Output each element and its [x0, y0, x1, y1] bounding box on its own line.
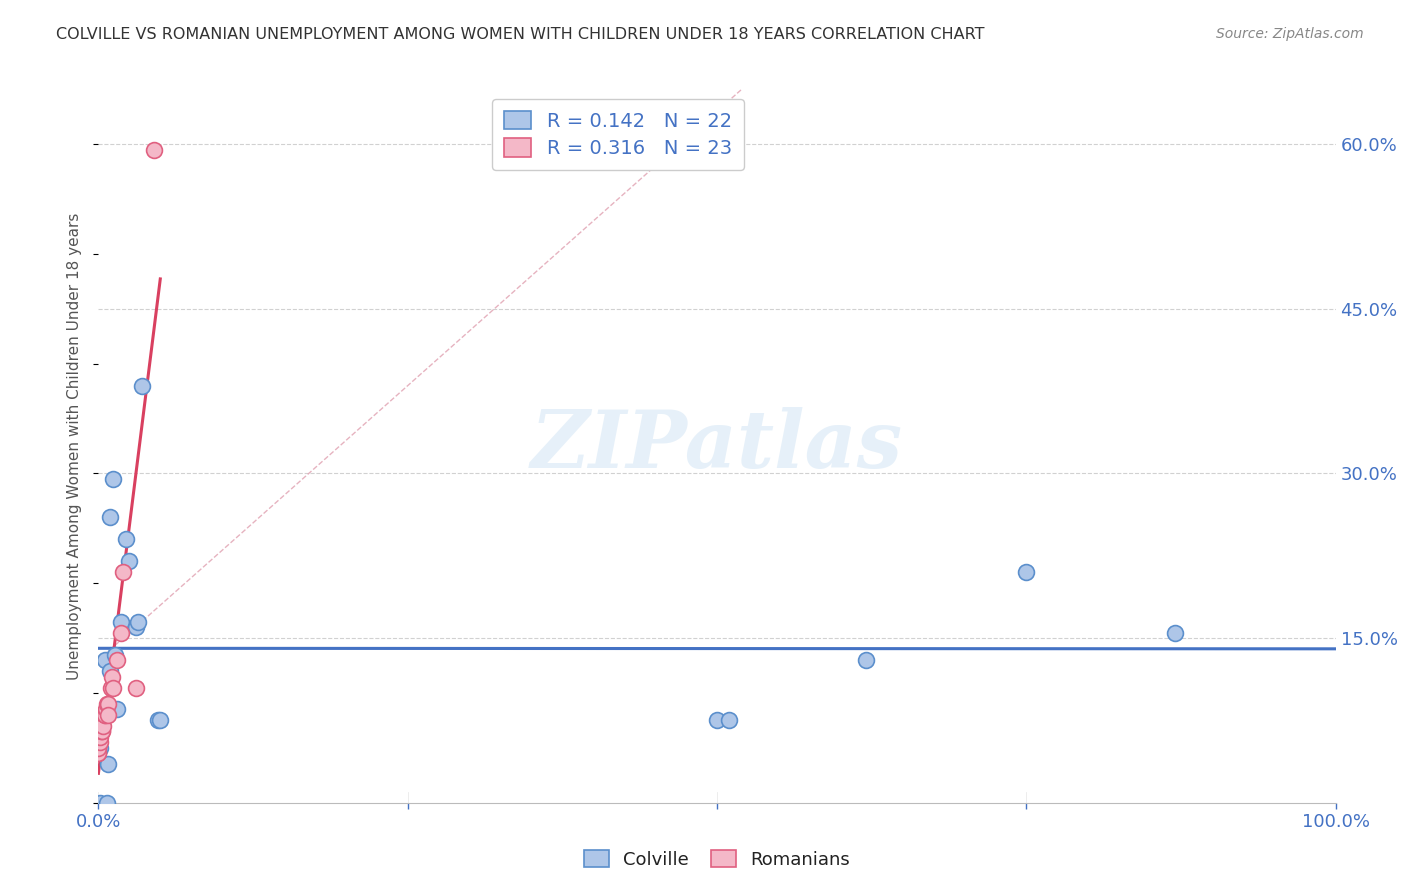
Point — [103, 472, 125, 486]
Point — [718, 714, 741, 728]
Point — [146, 714, 169, 728]
Text: COLVILLE VS ROMANIAN UNEMPLOYMENT AMONG WOMEN WITH CHILDREN UNDER 18 YEARS CORRE: COLVILLE VS ROMANIAN UNEMPLOYMENT AMONG … — [56, 27, 984, 42]
Point — [87, 740, 110, 755]
Point — [1015, 566, 1038, 580]
Point — [93, 653, 115, 667]
Point — [97, 708, 120, 723]
Point — [855, 653, 877, 667]
Point — [97, 697, 120, 711]
Point — [143, 143, 166, 157]
Point — [87, 747, 110, 761]
Point — [97, 757, 120, 772]
Point — [105, 702, 128, 716]
Point — [89, 730, 111, 744]
Point — [93, 708, 115, 723]
Point — [114, 533, 136, 547]
Point — [105, 653, 128, 667]
Point — [110, 625, 132, 640]
Point — [96, 796, 118, 810]
Point — [124, 681, 146, 695]
Point — [101, 669, 124, 683]
Point — [127, 615, 149, 629]
Point — [87, 747, 110, 761]
Legend: Colville, Romanians: Colville, Romanians — [576, 843, 858, 876]
Point — [118, 554, 141, 568]
Text: Source: ZipAtlas.com: Source: ZipAtlas.com — [1216, 27, 1364, 41]
Point — [93, 719, 115, 733]
Point — [124, 620, 146, 634]
Point — [91, 724, 114, 739]
Point — [112, 566, 135, 580]
Point — [90, 724, 112, 739]
Point — [103, 648, 125, 662]
Point — [89, 740, 111, 755]
Point — [89, 796, 111, 810]
Point — [89, 735, 111, 749]
Point — [110, 615, 132, 629]
Point — [103, 681, 125, 695]
Y-axis label: Unemployment Among Women with Children Under 18 years: Unemployment Among Women with Children U… — [67, 212, 83, 680]
Point — [149, 714, 172, 728]
Point — [131, 378, 153, 392]
Point — [98, 664, 121, 678]
Point — [91, 724, 114, 739]
Point — [93, 708, 115, 723]
Point — [94, 702, 117, 716]
Point — [706, 714, 728, 728]
Text: ZIPatlas: ZIPatlas — [531, 408, 903, 484]
Point — [100, 681, 122, 695]
Point — [96, 697, 118, 711]
Point — [1164, 625, 1187, 640]
Point — [98, 510, 121, 524]
